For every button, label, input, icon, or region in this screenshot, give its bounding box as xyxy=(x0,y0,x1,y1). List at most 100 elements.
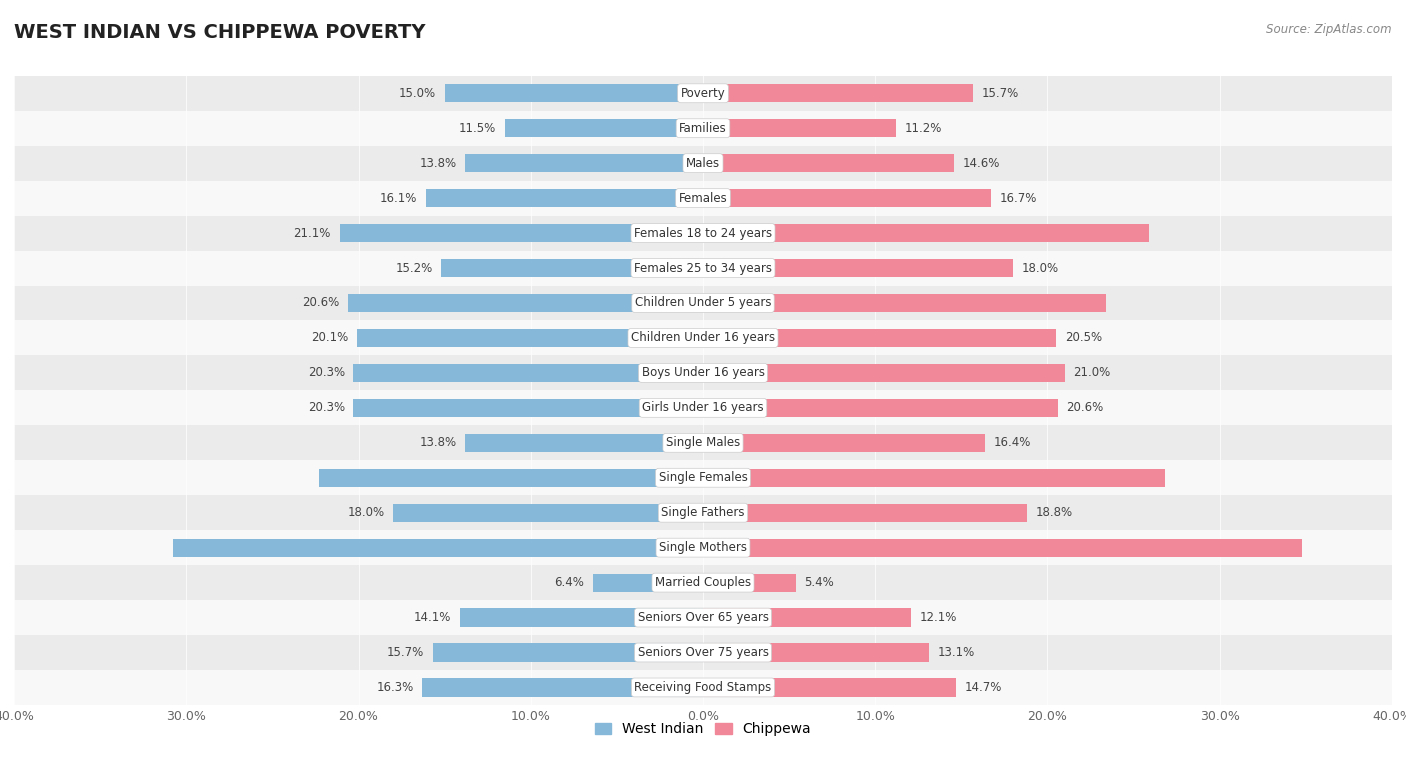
Text: 18.0%: 18.0% xyxy=(1022,262,1059,274)
Text: Single Females: Single Females xyxy=(658,471,748,484)
Bar xyxy=(703,399,1057,417)
Bar xyxy=(465,154,703,172)
Text: Girls Under 16 years: Girls Under 16 years xyxy=(643,401,763,415)
Text: 16.3%: 16.3% xyxy=(377,681,413,694)
Text: Children Under 5 years: Children Under 5 years xyxy=(634,296,772,309)
Bar xyxy=(14,321,1392,356)
Text: 25.9%: 25.9% xyxy=(710,227,747,240)
Bar xyxy=(703,259,1012,277)
Bar xyxy=(703,434,986,452)
Bar xyxy=(593,574,703,592)
Bar xyxy=(465,434,703,452)
Bar xyxy=(703,119,896,137)
Text: 23.4%: 23.4% xyxy=(710,296,747,309)
Text: Females: Females xyxy=(679,192,727,205)
Bar xyxy=(703,574,796,592)
Text: 13.8%: 13.8% xyxy=(419,437,457,449)
Bar xyxy=(353,364,703,382)
Text: 20.6%: 20.6% xyxy=(1066,401,1104,415)
Bar xyxy=(14,111,1392,146)
Bar xyxy=(14,146,1392,180)
Text: 20.3%: 20.3% xyxy=(308,366,344,380)
Text: Seniors Over 75 years: Seniors Over 75 years xyxy=(637,646,769,659)
Bar xyxy=(703,609,911,627)
Text: WEST INDIAN VS CHIPPEWA POVERTY: WEST INDIAN VS CHIPPEWA POVERTY xyxy=(14,23,426,42)
Bar xyxy=(441,259,703,277)
Text: Poverty: Poverty xyxy=(681,86,725,100)
Bar xyxy=(14,286,1392,321)
Text: 20.5%: 20.5% xyxy=(1064,331,1102,344)
Bar xyxy=(422,678,703,697)
Bar xyxy=(426,189,703,207)
Text: Females 25 to 34 years: Females 25 to 34 years xyxy=(634,262,772,274)
Text: 16.1%: 16.1% xyxy=(380,192,418,205)
Text: 6.4%: 6.4% xyxy=(554,576,583,589)
Bar xyxy=(433,644,703,662)
Bar xyxy=(14,356,1392,390)
Bar xyxy=(460,609,703,627)
Bar xyxy=(340,224,703,242)
Text: 14.7%: 14.7% xyxy=(965,681,1002,694)
Text: Single Fathers: Single Fathers xyxy=(661,506,745,519)
Bar xyxy=(319,468,703,487)
Text: Families: Families xyxy=(679,122,727,135)
Text: 5.4%: 5.4% xyxy=(804,576,834,589)
Bar xyxy=(14,251,1392,286)
Bar xyxy=(703,468,1164,487)
Bar xyxy=(14,600,1392,635)
Bar xyxy=(703,154,955,172)
Bar xyxy=(349,294,703,312)
Bar xyxy=(392,503,703,522)
Text: 18.0%: 18.0% xyxy=(347,506,384,519)
Text: 21.0%: 21.0% xyxy=(1073,366,1111,380)
Text: 20.6%: 20.6% xyxy=(302,296,340,309)
Text: 14.1%: 14.1% xyxy=(415,611,451,624)
Text: 15.7%: 15.7% xyxy=(981,86,1019,100)
Text: Source: ZipAtlas.com: Source: ZipAtlas.com xyxy=(1267,23,1392,36)
Bar xyxy=(14,670,1392,705)
Text: 16.4%: 16.4% xyxy=(994,437,1032,449)
Text: 16.7%: 16.7% xyxy=(1000,192,1036,205)
Text: 13.8%: 13.8% xyxy=(419,157,457,170)
Text: 21.1%: 21.1% xyxy=(294,227,330,240)
Text: 15.0%: 15.0% xyxy=(399,86,436,100)
Text: 34.8%: 34.8% xyxy=(710,541,747,554)
Bar xyxy=(703,224,1149,242)
Text: 14.6%: 14.6% xyxy=(963,157,1001,170)
Text: 26.8%: 26.8% xyxy=(710,471,747,484)
Text: Females 18 to 24 years: Females 18 to 24 years xyxy=(634,227,772,240)
Bar xyxy=(14,390,1392,425)
Bar xyxy=(14,530,1392,565)
Text: 13.1%: 13.1% xyxy=(938,646,974,659)
Text: Children Under 16 years: Children Under 16 years xyxy=(631,331,775,344)
Bar xyxy=(357,329,703,347)
Bar xyxy=(14,635,1392,670)
Bar xyxy=(14,425,1392,460)
Text: Single Males: Single Males xyxy=(666,437,740,449)
Bar xyxy=(703,84,973,102)
Bar xyxy=(505,119,703,137)
Legend: West Indian, Chippewa: West Indian, Chippewa xyxy=(589,717,817,742)
Text: 20.1%: 20.1% xyxy=(311,331,349,344)
Text: 12.1%: 12.1% xyxy=(920,611,957,624)
Bar xyxy=(703,189,991,207)
Bar xyxy=(703,503,1026,522)
Text: 20.3%: 20.3% xyxy=(308,401,344,415)
Text: 11.2%: 11.2% xyxy=(904,122,942,135)
Bar xyxy=(353,399,703,417)
Bar xyxy=(173,539,703,556)
Bar xyxy=(14,76,1392,111)
Text: Receiving Food Stamps: Receiving Food Stamps xyxy=(634,681,772,694)
Text: Males: Males xyxy=(686,157,720,170)
Text: 11.5%: 11.5% xyxy=(460,122,496,135)
Text: Seniors Over 65 years: Seniors Over 65 years xyxy=(637,611,769,624)
Bar xyxy=(14,495,1392,530)
Text: 15.2%: 15.2% xyxy=(395,262,433,274)
Text: Boys Under 16 years: Boys Under 16 years xyxy=(641,366,765,380)
Text: 22.3%: 22.3% xyxy=(659,471,696,484)
Text: 18.8%: 18.8% xyxy=(1035,506,1073,519)
Bar xyxy=(703,294,1107,312)
Bar xyxy=(444,84,703,102)
Bar xyxy=(703,678,956,697)
Bar xyxy=(703,644,928,662)
